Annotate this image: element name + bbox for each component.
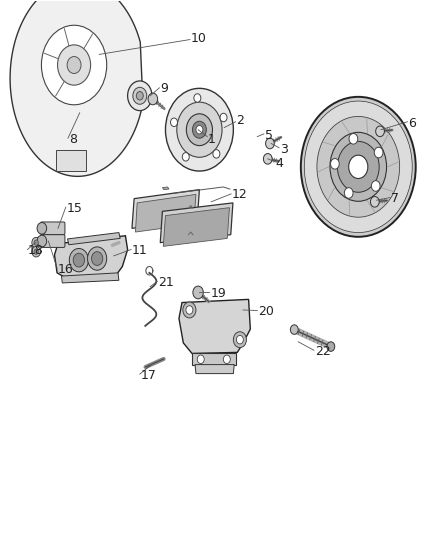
Polygon shape <box>162 187 169 190</box>
Text: 17: 17 <box>141 369 156 382</box>
Circle shape <box>265 138 274 149</box>
Polygon shape <box>10 0 143 176</box>
Circle shape <box>37 222 47 234</box>
Circle shape <box>148 93 158 105</box>
Circle shape <box>327 342 335 351</box>
Text: 7: 7 <box>391 192 399 205</box>
Polygon shape <box>160 203 233 243</box>
Text: 9: 9 <box>160 83 168 95</box>
Circle shape <box>263 154 272 164</box>
Text: 8: 8 <box>69 133 77 146</box>
Circle shape <box>88 247 107 270</box>
Circle shape <box>32 237 41 248</box>
Text: 21: 21 <box>158 276 174 289</box>
FancyBboxPatch shape <box>41 222 65 235</box>
Text: 12: 12 <box>232 189 248 201</box>
Polygon shape <box>135 195 196 232</box>
Circle shape <box>133 87 147 104</box>
Circle shape <box>237 335 244 344</box>
Circle shape <box>349 155 368 179</box>
Circle shape <box>194 94 201 102</box>
Circle shape <box>331 158 339 169</box>
Circle shape <box>301 97 416 237</box>
Text: 19: 19 <box>210 287 226 300</box>
Circle shape <box>67 56 81 74</box>
Text: 5: 5 <box>265 128 273 141</box>
Circle shape <box>92 252 103 265</box>
Text: 3: 3 <box>280 143 288 156</box>
Circle shape <box>376 126 385 136</box>
Circle shape <box>69 248 88 272</box>
Polygon shape <box>195 365 234 374</box>
Circle shape <box>136 92 143 100</box>
Circle shape <box>196 125 203 134</box>
Circle shape <box>170 118 177 126</box>
Polygon shape <box>132 190 199 228</box>
Circle shape <box>330 132 387 201</box>
Circle shape <box>177 102 222 157</box>
Circle shape <box>304 101 412 232</box>
Circle shape <box>220 114 227 122</box>
Circle shape <box>34 249 39 254</box>
Circle shape <box>233 332 247 348</box>
Text: 16: 16 <box>58 263 74 276</box>
Circle shape <box>127 81 152 111</box>
Circle shape <box>183 302 196 318</box>
Polygon shape <box>179 300 251 353</box>
Circle shape <box>73 253 85 267</box>
Circle shape <box>213 150 220 158</box>
Polygon shape <box>192 353 237 365</box>
FancyBboxPatch shape <box>41 235 65 247</box>
Circle shape <box>193 286 203 299</box>
Polygon shape <box>56 150 86 171</box>
Circle shape <box>290 325 298 334</box>
Text: 15: 15 <box>67 201 82 215</box>
Circle shape <box>344 188 353 198</box>
Circle shape <box>32 246 41 257</box>
Circle shape <box>371 197 379 207</box>
Text: 1: 1 <box>208 133 216 146</box>
Text: 4: 4 <box>276 157 283 169</box>
Circle shape <box>186 114 212 146</box>
Circle shape <box>371 181 380 191</box>
Circle shape <box>223 355 230 364</box>
Circle shape <box>349 133 358 144</box>
Polygon shape <box>61 273 119 283</box>
Circle shape <box>337 141 379 192</box>
Text: 11: 11 <box>132 244 148 257</box>
Polygon shape <box>54 236 127 281</box>
Text: 6: 6 <box>408 117 416 130</box>
Polygon shape <box>67 232 120 245</box>
Circle shape <box>197 355 204 364</box>
Text: 2: 2 <box>237 114 244 127</box>
Circle shape <box>182 152 189 161</box>
Circle shape <box>37 235 47 247</box>
Text: 20: 20 <box>258 305 274 318</box>
Circle shape <box>34 240 39 245</box>
Circle shape <box>192 121 206 138</box>
Circle shape <box>42 25 107 105</box>
Text: 18: 18 <box>28 244 43 257</box>
Circle shape <box>57 45 91 85</box>
Text: 22: 22 <box>315 345 331 358</box>
Circle shape <box>166 88 233 171</box>
Text: 10: 10 <box>191 32 207 45</box>
Circle shape <box>317 116 399 217</box>
Polygon shape <box>163 208 230 246</box>
Circle shape <box>374 147 383 158</box>
Circle shape <box>186 306 193 314</box>
